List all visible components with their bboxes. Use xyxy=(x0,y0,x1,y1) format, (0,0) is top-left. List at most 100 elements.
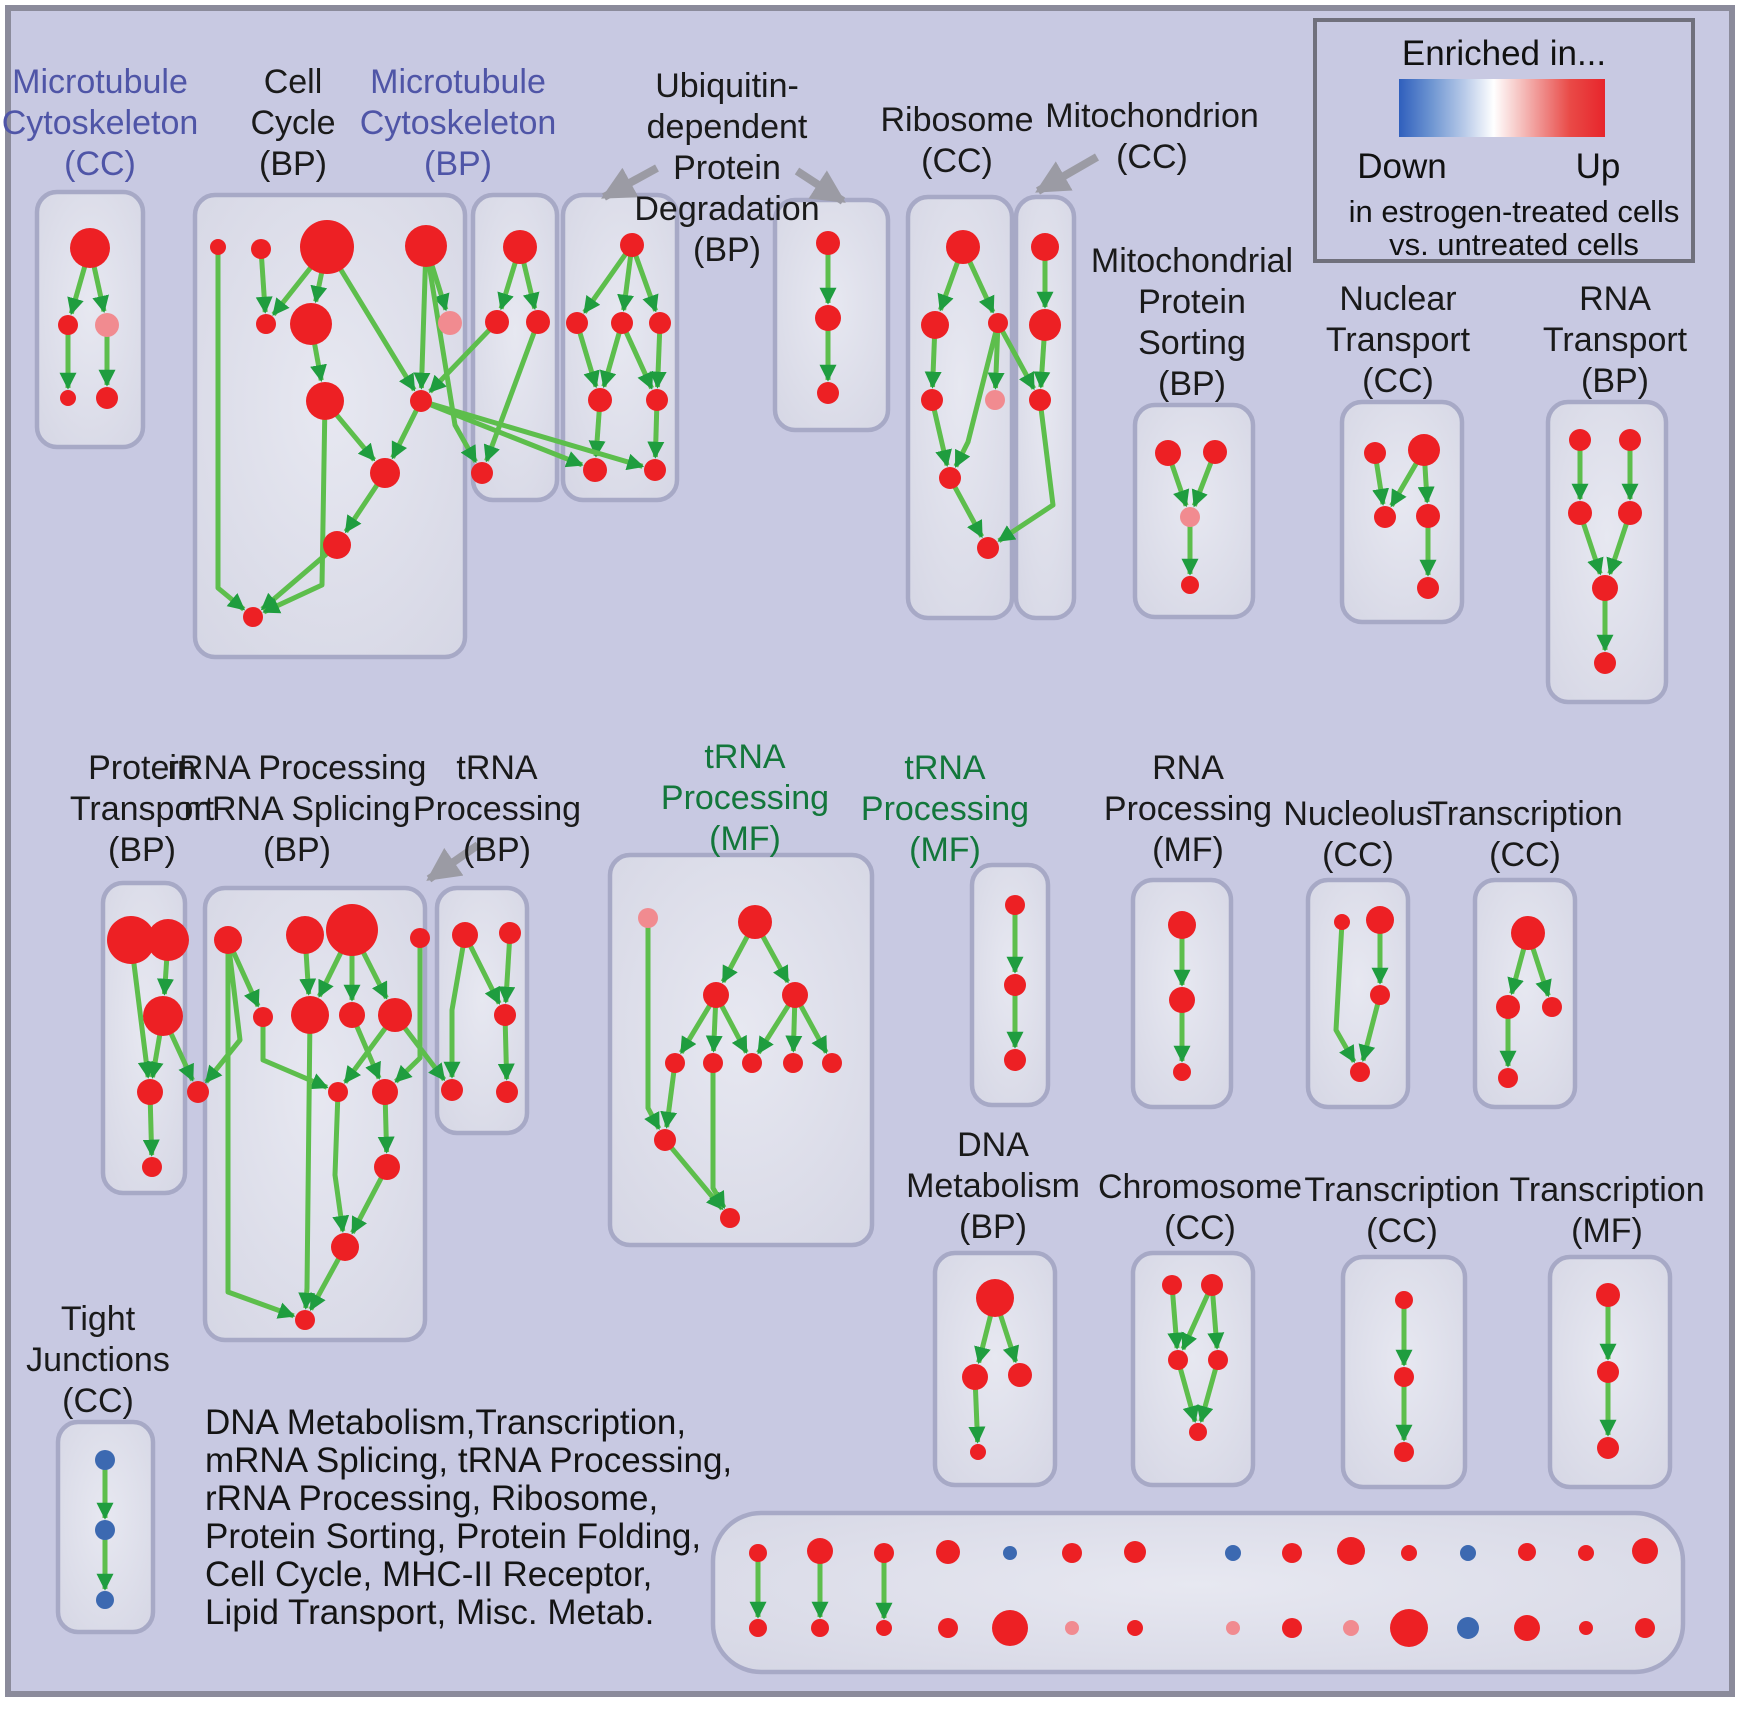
go-term-node xyxy=(1124,1541,1146,1563)
cluster-box-chromosome xyxy=(1130,1250,1256,1488)
go-term-node xyxy=(1568,501,1592,525)
relation-edge xyxy=(987,331,1005,390)
go-term-node xyxy=(816,231,840,255)
go-term-node xyxy=(1226,1621,1240,1635)
go-term-node xyxy=(985,390,1005,410)
relation-edge xyxy=(497,261,518,311)
relation-edge xyxy=(298,1032,316,1310)
go-term-node xyxy=(921,311,949,339)
relation-edge xyxy=(1167,1293,1185,1350)
go-term-node xyxy=(95,313,119,337)
relation-edge xyxy=(937,261,960,312)
go-term-node xyxy=(187,1081,209,1103)
legend-title: Enriched in... xyxy=(1401,34,1607,73)
cluster-box-nuclear-transport xyxy=(1339,399,1465,625)
go-term-node xyxy=(1374,506,1396,528)
cross-cluster-edge xyxy=(429,401,645,471)
relation-edge xyxy=(974,1314,994,1365)
relation-edge xyxy=(705,1006,723,1053)
go-term-node xyxy=(936,1540,960,1564)
go-term-node xyxy=(372,1079,398,1105)
relation-edge xyxy=(1581,522,1604,576)
go-term-node xyxy=(96,387,118,409)
go-term-node xyxy=(977,537,999,559)
cluster-box-misc xyxy=(710,1510,1686,1675)
go-term-node xyxy=(742,1053,762,1073)
go-term-node xyxy=(1208,1350,1228,1370)
go-term-node xyxy=(1569,429,1591,451)
relation-edge xyxy=(952,485,984,539)
go-term-node xyxy=(331,1233,359,1261)
legend-box: Enriched in... Down Up in estrogen-treat… xyxy=(1313,18,1695,263)
relation-edge xyxy=(931,409,952,467)
relation-edge xyxy=(498,942,516,1004)
go-term-node xyxy=(1394,1367,1414,1387)
relation-edge xyxy=(1507,947,1527,996)
relation-edge xyxy=(617,255,635,312)
relation-edge xyxy=(720,934,750,984)
go-term-node xyxy=(939,467,961,489)
go-term-node xyxy=(496,1081,518,1103)
relation-edge xyxy=(1180,1293,1211,1351)
go-term-node xyxy=(485,310,509,334)
go-term-node xyxy=(107,916,155,964)
go-term-node xyxy=(782,982,808,1008)
go-term-node xyxy=(1390,1609,1428,1647)
relation-edge xyxy=(1033,339,1051,389)
go-term-node xyxy=(471,462,493,484)
go-term-node xyxy=(876,1620,892,1636)
go-term-node xyxy=(251,239,271,259)
go-term-node xyxy=(644,459,666,481)
go-term-node xyxy=(1460,1545,1476,1561)
relation-edge xyxy=(334,413,377,462)
go-term-node xyxy=(374,1154,400,1180)
nodes-layer xyxy=(58,220,1658,1647)
go-term-node xyxy=(286,916,324,954)
go-term-node xyxy=(95,1520,115,1540)
go-term-node xyxy=(1619,429,1641,451)
go-term-node xyxy=(143,996,183,1036)
go-term-node xyxy=(326,904,378,956)
relation-edge xyxy=(647,409,665,459)
label-pointer-arrow xyxy=(601,164,659,201)
go-term-node xyxy=(946,230,980,264)
go-term-node xyxy=(95,1450,115,1470)
relation-edge xyxy=(785,1006,803,1053)
go-term-node xyxy=(142,1157,162,1177)
go-term-node xyxy=(1597,1437,1619,1459)
go-term-node xyxy=(1343,1620,1359,1636)
note-line: Cell Cycle, MHC-II Receptor, xyxy=(205,1555,653,1594)
note-line: Lipid Transport, Misc. Metab. xyxy=(205,1593,655,1632)
go-term-node xyxy=(720,1208,740,1228)
go-term-node xyxy=(1065,1621,1079,1635)
legend-up-label: Up xyxy=(1575,147,1621,186)
go-term-node xyxy=(1005,895,1025,915)
go-term-node xyxy=(1498,1068,1518,1088)
relation-edge xyxy=(262,418,328,615)
go-term-node xyxy=(1003,1546,1017,1560)
go-term-node xyxy=(1394,1442,1414,1462)
go-term-node xyxy=(921,389,943,411)
go-term-node xyxy=(646,389,668,411)
relation-edge xyxy=(760,934,790,984)
cross-cluster-edge xyxy=(1000,329,1036,391)
go-term-node xyxy=(410,390,432,412)
go-term-node xyxy=(817,382,839,404)
relation-edge xyxy=(271,265,313,317)
go-term-node xyxy=(147,919,189,961)
go-term-node xyxy=(339,1002,365,1028)
go-term-node xyxy=(1008,1363,1032,1387)
go-term-node xyxy=(1004,1049,1026,1071)
relation-edge xyxy=(146,1034,164,1079)
note-line: rRNA Processing, Ribosome, xyxy=(205,1479,659,1518)
go-term-node xyxy=(638,908,658,928)
cross-cluster-edge xyxy=(997,409,1056,543)
go-term-node xyxy=(1350,1062,1370,1082)
relation-edge xyxy=(338,267,417,392)
go-term-node xyxy=(649,312,671,334)
relation-edge xyxy=(1191,461,1214,508)
relation-edge xyxy=(998,1314,1020,1364)
go-term-node xyxy=(1225,1545,1241,1561)
